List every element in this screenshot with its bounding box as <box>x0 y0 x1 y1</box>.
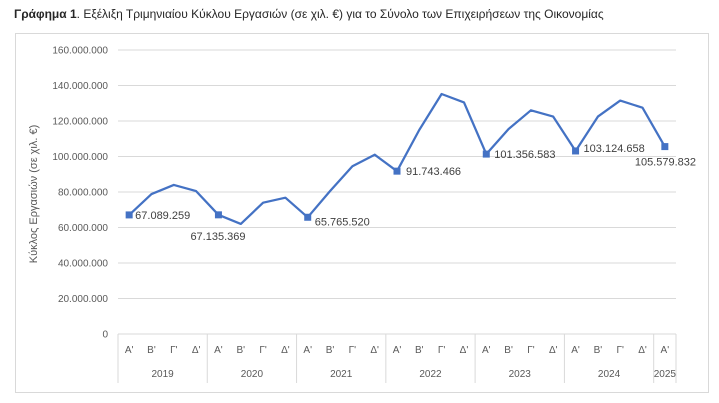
x-group-label: 2021 <box>330 369 353 380</box>
x-group-label: 2022 <box>419 369 442 380</box>
x-group-label: 2020 <box>241 369 264 380</box>
x-tick-label: Α' <box>303 345 312 356</box>
data-label: 101.356.583 <box>494 149 555 161</box>
y-tick-label: 160.000.000 <box>52 46 108 57</box>
x-tick-label: Δ' <box>281 345 290 356</box>
data-marker <box>304 213 312 221</box>
y-tick-label: 120.000.000 <box>52 117 108 128</box>
data-marker <box>125 211 133 219</box>
x-tick-label: Β' <box>236 345 245 356</box>
series-line-path <box>128 92 666 226</box>
data-marker <box>393 167 401 175</box>
x-tick-label: Β' <box>504 345 513 356</box>
series-markers <box>125 143 669 221</box>
x-tick-label: Α' <box>661 345 670 356</box>
x-tick-label: Δ' <box>192 345 201 356</box>
x-group-label: 2024 <box>598 369 621 380</box>
gridlines <box>118 49 676 335</box>
y-tick-label: 20.000.000 <box>58 294 108 305</box>
data-label: 105.579.832 <box>635 157 696 169</box>
x-tick-label: Β' <box>594 345 603 356</box>
x-tick-label: Α' <box>571 345 580 356</box>
x-axis: Α' Β' Γ' Δ' Α' Β' Γ' Δ' Α' Β' Γ' Δ' Α' Β' Γ' Δ' Α' Β' Γ' Δ'… <box>117 334 677 383</box>
data-label: 67.135.369 <box>190 231 245 243</box>
y-tick-label: 60.000.000 <box>58 223 108 234</box>
x-group-label: 2025 <box>654 369 677 380</box>
x-tick-label: Δ' <box>370 345 379 356</box>
data-marker <box>661 143 669 151</box>
y-tick-label: 0 <box>102 330 108 341</box>
x-tick-label: Γ' <box>527 345 535 356</box>
x-tick-label: Δ' <box>549 345 558 356</box>
series-line <box>128 92 666 226</box>
y-tick-label: 40.000.000 <box>58 259 108 270</box>
x-tick-label: Α' <box>214 345 223 356</box>
data-marker <box>482 150 490 158</box>
x-tick-label: Δ' <box>638 345 647 356</box>
data-marker <box>572 147 580 155</box>
x-tick-label: Β' <box>326 345 335 356</box>
data-label: 91.743.466 <box>406 166 461 178</box>
x-tick-label: Α' <box>482 345 491 356</box>
x-tick-label: Γ' <box>438 345 446 356</box>
x-tick-label: Γ' <box>170 345 178 356</box>
data-label: 65.765.520 <box>315 216 370 228</box>
x-tick-label: Α' <box>393 345 402 356</box>
y-axis-ticks: 0 20.000.000 40.000.000 60.000.000 80.000.00… <box>52 46 108 341</box>
chart-title-prefix: Γράφημα 1 <box>14 7 77 21</box>
x-group-label: 2019 <box>152 369 175 380</box>
x-tick-label: Γ' <box>259 345 267 356</box>
chart-frame <box>15 33 709 393</box>
x-tick-label: Α' <box>125 345 134 356</box>
chart-title: Γράφημα 1. Εξέλιξη Τριμηνιαίου Κύκλου Ερ… <box>14 7 604 21</box>
data-marker <box>214 211 222 219</box>
y-tick-label: 140.000.000 <box>52 81 108 92</box>
data-label: 67.089.259 <box>135 210 190 222</box>
y-tick-label: 100.000.000 <box>52 152 108 163</box>
y-axis-label: Κύκλος Εργασιών (σε χιλ. €) <box>28 125 40 264</box>
data-label: 103.124.658 <box>584 143 645 155</box>
x-tick-label: Γ' <box>349 345 357 356</box>
x-tick-label: Δ' <box>460 345 469 356</box>
x-tick-label: Β' <box>147 345 156 356</box>
x-tick-label: Γ' <box>616 345 624 356</box>
chart-title-text: . Εξέλιξη Τριμηνιαίου Κύκλου Εργασιών (σ… <box>76 7 604 21</box>
y-tick-label: 80.000.000 <box>58 188 108 199</box>
x-group-label: 2023 <box>509 369 532 380</box>
x-tick-label: Β' <box>415 345 424 356</box>
